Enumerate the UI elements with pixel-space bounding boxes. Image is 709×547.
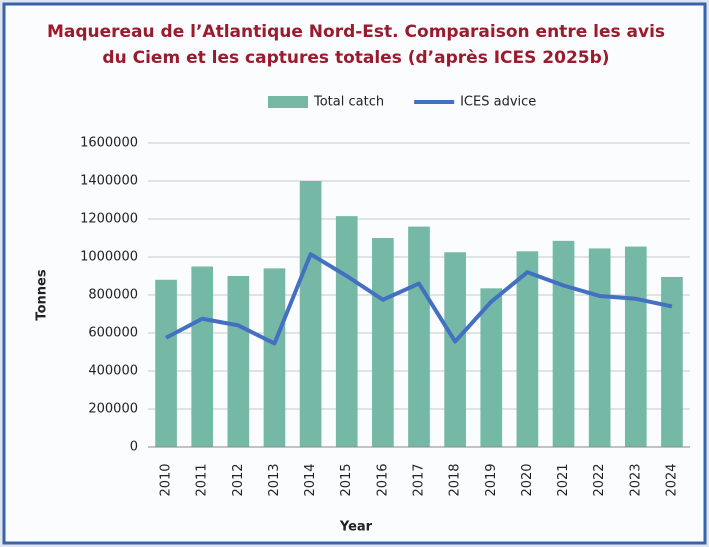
x-tick-label: 2016 — [375, 463, 390, 496]
bar — [589, 248, 611, 447]
x-tick-label: 2023 — [628, 463, 643, 496]
x-tick-label: 2020 — [520, 463, 535, 496]
legend-swatch — [268, 96, 308, 108]
x-tick-label: 2011 — [195, 463, 210, 496]
y-tick-label: 0 — [130, 440, 138, 455]
y-tick-label: 1400000 — [80, 174, 138, 189]
bar — [227, 276, 249, 447]
x-tick-label: 2021 — [556, 463, 571, 496]
x-tick-label: 2022 — [592, 463, 607, 496]
y-tick-label: 1200000 — [80, 212, 138, 227]
y-tick-label: 600000 — [88, 326, 138, 341]
x-tick-label: 2018 — [448, 463, 463, 496]
x-tick-label: 2012 — [231, 463, 246, 496]
x-tick-label: 2015 — [339, 463, 354, 496]
y-tick-label: 400000 — [88, 364, 138, 379]
y-axis-label: Tonnes — [35, 269, 50, 320]
bar — [553, 241, 575, 447]
bar — [408, 227, 430, 447]
x-tick-label: 2013 — [267, 463, 282, 496]
bar — [155, 280, 177, 447]
bar — [300, 181, 322, 447]
chart-title: du Ciem et les captures totales (d’après… — [102, 48, 609, 68]
x-tick-label: 2019 — [484, 463, 499, 496]
bar — [264, 268, 286, 447]
bar — [444, 252, 466, 447]
legend-label: Total catch — [313, 95, 384, 110]
page: Maquereau de l’Atlantique Nord-Est. Comp… — [0, 0, 709, 547]
y-tick-label: 200000 — [88, 402, 138, 417]
bar — [336, 216, 358, 447]
x-tick-label: 2017 — [412, 463, 427, 496]
y-tick-label: 800000 — [88, 288, 138, 303]
y-tick-label: 1600000 — [80, 136, 138, 151]
legend-label: ICES advice — [460, 95, 536, 110]
x-tick-label: 2014 — [303, 463, 318, 496]
x-tick-label: 2010 — [159, 463, 174, 496]
chart-title: Maquereau de l’Atlantique Nord-Est. Comp… — [47, 22, 665, 42]
bar — [372, 238, 394, 447]
bar — [191, 267, 213, 448]
y-tick-label: 1000000 — [80, 250, 138, 265]
x-tick-label: 2024 — [664, 463, 679, 496]
x-axis-label: Year — [339, 520, 373, 535]
chart: Maquereau de l’Atlantique Nord-Est. Comp… — [0, 0, 709, 547]
bar — [661, 277, 683, 447]
bar — [625, 247, 647, 447]
